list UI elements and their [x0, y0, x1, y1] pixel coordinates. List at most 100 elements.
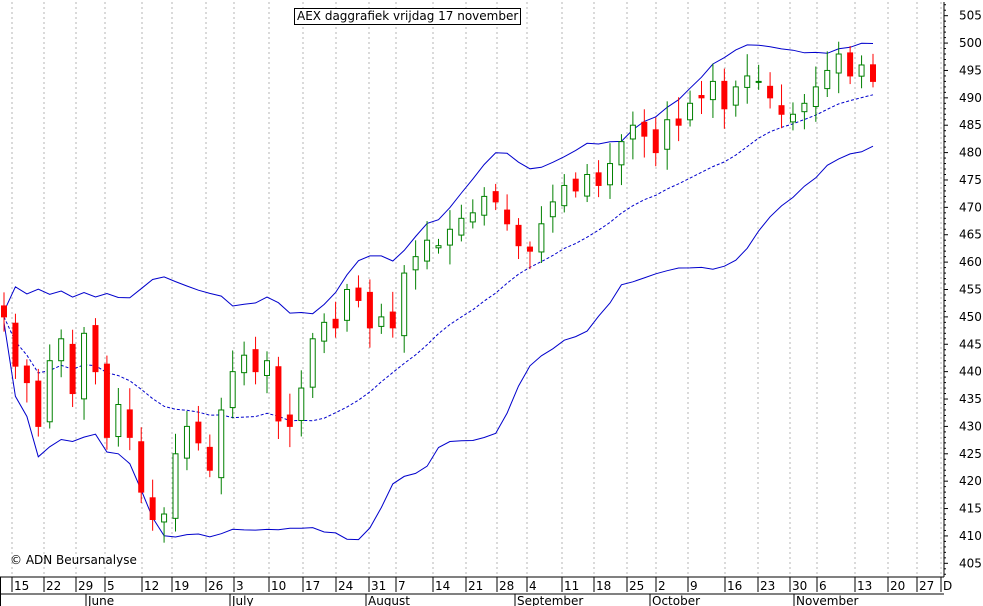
candle-body — [492, 191, 499, 203]
candle-body — [309, 338, 316, 388]
x-tick-label: 9 — [690, 579, 698, 593]
y-tick-label: 480 — [959, 146, 982, 160]
candle-body — [732, 86, 739, 106]
candlesticks — [1, 41, 876, 543]
candle-body — [652, 129, 659, 154]
candle-body — [23, 365, 30, 384]
candle-body — [469, 212, 476, 223]
y-tick-label: 495 — [959, 63, 982, 77]
x-tick-label: 13 — [857, 579, 872, 593]
month-label: October — [652, 594, 700, 606]
x-tick-label: 21 — [468, 579, 483, 593]
candle-body — [103, 363, 110, 438]
candle-body — [1, 305, 7, 318]
x-tick-label: 3 — [236, 579, 244, 593]
month-label: August — [368, 594, 410, 606]
candle-body — [744, 75, 751, 88]
moving-average-line — [3, 94, 874, 422]
x-tick-label: 15 — [14, 579, 29, 593]
candle-body — [446, 228, 453, 246]
candle-body — [401, 272, 408, 337]
candle-body — [721, 80, 728, 110]
x-tick-label: 27 — [919, 579, 934, 593]
candle-body — [698, 95, 705, 99]
candle-body — [824, 69, 831, 90]
candle-body — [161, 513, 168, 523]
candle-body — [138, 441, 145, 493]
candle-body — [515, 224, 522, 247]
candle-body — [321, 321, 328, 342]
copyright-credit: © ADN Beursanalyse — [10, 553, 137, 567]
candle-body — [389, 311, 396, 329]
candle-body — [687, 102, 694, 121]
x-tick-label: 2 — [658, 579, 666, 593]
candle-body — [92, 325, 99, 373]
candle-body — [584, 174, 591, 197]
candle-body — [709, 80, 716, 101]
candle-body — [847, 52, 854, 77]
x-tick-label: 16 — [727, 579, 742, 593]
x-tick-label: 20 — [890, 579, 905, 593]
candle-body — [778, 105, 785, 115]
y-tick-label: 470 — [959, 200, 982, 214]
candle-body — [206, 446, 213, 471]
x-tick-label: 28 — [499, 579, 514, 593]
y-tick-label: 505 — [959, 9, 982, 23]
month-label: November — [796, 594, 858, 606]
x-tick-label: 19 — [174, 579, 189, 593]
x-tick-label: 7 — [398, 579, 406, 593]
x-tick-label: 4 — [529, 579, 537, 593]
x-tick-label: 29 — [78, 579, 93, 593]
x-tick-label: 11 — [564, 579, 579, 593]
candle-body — [481, 195, 488, 216]
y-axis: 405 410 415 420 425 430 435 440 445 450 455 460 465 4… — [943, 2, 982, 577]
y-tick-label: 415 — [959, 502, 982, 516]
candle-body — [835, 53, 842, 74]
candle-body — [378, 316, 385, 327]
candle-body — [572, 178, 579, 192]
y-tick-label: 490 — [959, 91, 982, 105]
y-tick-label: 485 — [959, 118, 982, 132]
x-tick-label: 25 — [629, 579, 644, 593]
y-tick-label: 455 — [959, 283, 982, 297]
candle-body — [195, 421, 202, 444]
x-tick-label: 18 — [596, 579, 611, 593]
candle-body — [618, 141, 625, 166]
x-tick-label: 30 — [792, 579, 807, 593]
candle-body — [561, 184, 568, 207]
y-tick-label: 460 — [959, 255, 982, 269]
candle-body — [263, 360, 270, 377]
candle-body — [801, 102, 808, 113]
candle-body — [607, 163, 614, 186]
y-tick-label: 435 — [959, 392, 982, 406]
candle-body — [126, 409, 133, 438]
candle-body — [35, 380, 42, 427]
x-tick-label: D — [943, 579, 952, 593]
candle-body — [58, 338, 65, 362]
candle-body — [241, 354, 248, 374]
candle-body — [538, 223, 545, 253]
x-tick-label: 10 — [271, 579, 286, 593]
candle-body — [115, 404, 122, 438]
y-tick-label: 425 — [959, 447, 982, 461]
x-tick-label: 5 — [107, 579, 115, 593]
month-label: September — [517, 594, 583, 606]
candle-body — [252, 349, 259, 373]
candle-body — [183, 425, 190, 459]
candle-body — [366, 291, 373, 329]
candle-body — [755, 80, 762, 83]
candle-body — [858, 64, 865, 77]
candle-body — [435, 245, 442, 249]
y-tick-label: 450 — [959, 310, 982, 324]
candle-body — [664, 119, 671, 150]
y-tick-label: 445 — [959, 337, 982, 351]
candle-body — [229, 371, 236, 409]
candle-body — [767, 85, 774, 99]
x-axis: 15 22 29 5 12 19 26 3 10 17 24 31 7 14 21 28 4 11 18 25 2 9 16… — [0, 576, 952, 606]
x-tick-label: 6 — [819, 579, 827, 593]
bollinger-upper-band — [3, 42, 874, 315]
x-tick-label: 31 — [371, 579, 386, 593]
candle-body — [789, 113, 796, 123]
candle-body — [526, 246, 533, 252]
